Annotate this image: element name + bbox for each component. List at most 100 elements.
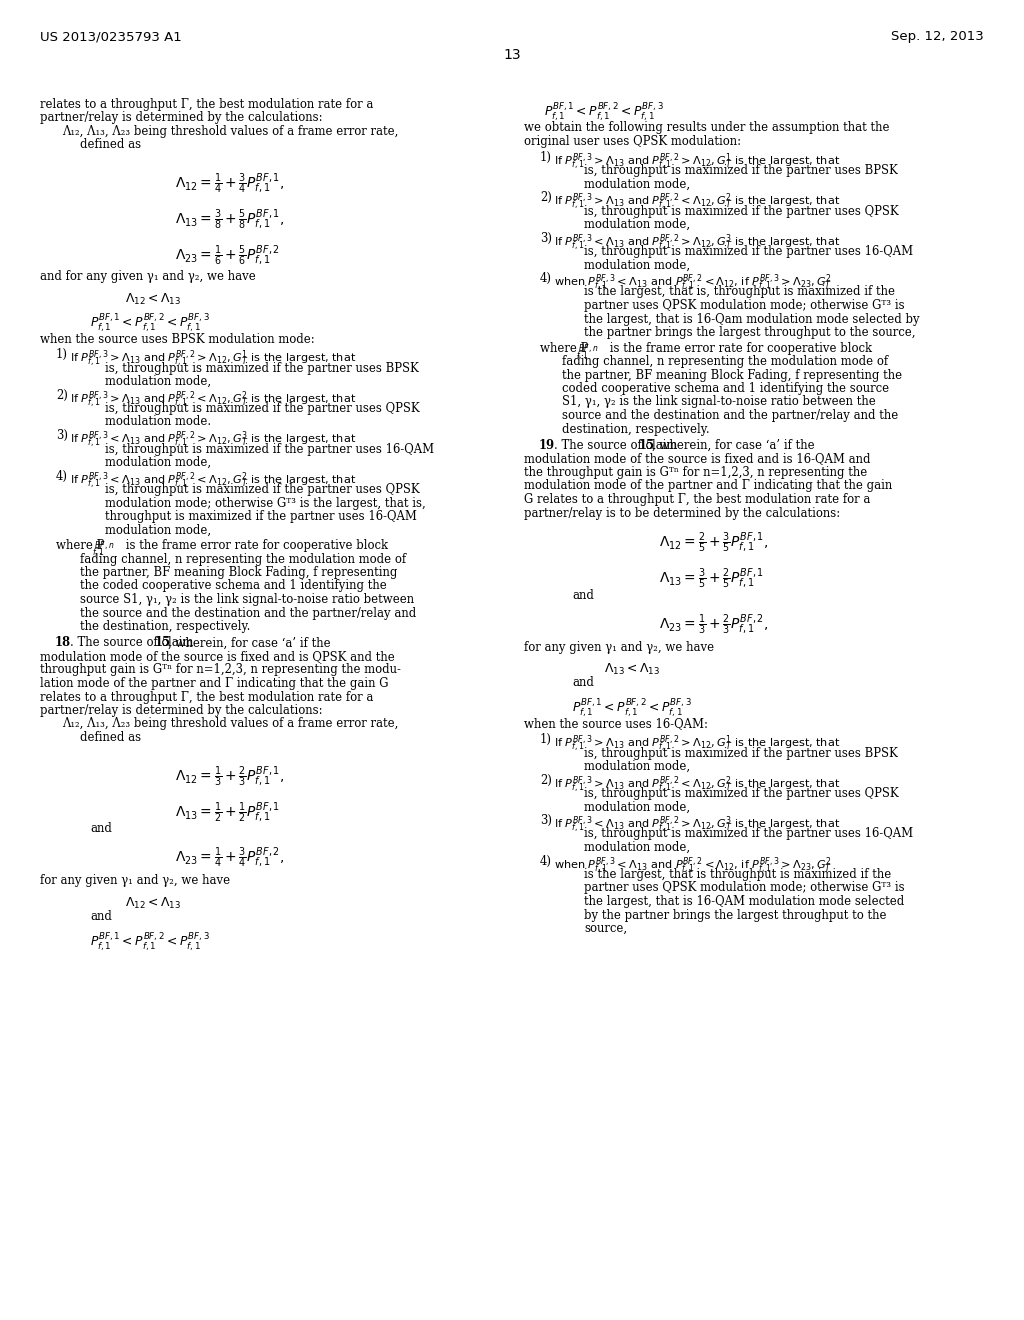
Text: destination, respectively.: destination, respectively. xyxy=(562,422,710,436)
Text: relates to a throughput Γ, the best modulation rate for a: relates to a throughput Γ, the best modu… xyxy=(40,690,374,704)
Text: is the frame error rate for cooperative block: is the frame error rate for cooperative … xyxy=(606,342,872,355)
Text: the source and the destination and the partner/relay and: the source and the destination and the p… xyxy=(80,606,416,619)
Text: modulation mode,: modulation mode, xyxy=(105,524,211,536)
Text: 13: 13 xyxy=(503,48,521,62)
Text: $P_{f,1}^{BF,1} {<} P_{f,1}^{BF,2} {<} P_{f,1}^{BF,3}$: $P_{f,1}^{BF,1} {<} P_{f,1}^{BF,2} {<} P… xyxy=(90,313,210,335)
Text: $P_{f,1}^{BF,1} {<} P_{f,1}^{BF,2} {<} P_{f,1}^{BF,3}$: $P_{f,1}^{BF,1} {<} P_{f,1}^{BF,2} {<} P… xyxy=(90,932,210,954)
Text: the throughput gain is Gᵀⁿ for n=1,2,3, n representing the: the throughput gain is Gᵀⁿ for n=1,2,3, … xyxy=(524,466,867,479)
Text: fading channel, n representing the modulation mode of: fading channel, n representing the modul… xyxy=(80,553,407,565)
Text: $\Lambda_{12} {<} \Lambda_{13}$: $\Lambda_{12} {<} \Lambda_{13}$ xyxy=(125,292,181,306)
Text: 2): 2) xyxy=(540,774,552,787)
Text: the partner brings the largest throughput to the source,: the partner brings the largest throughpu… xyxy=(584,326,915,339)
Text: $\Lambda_{12} = \frac{1}{4} + \frac{3}{4}P_{f,1}^{BF,1},$: $\Lambda_{12} = \frac{1}{4} + \frac{3}{4… xyxy=(175,172,285,197)
Text: $\Lambda_{13} = \frac{3}{8} + \frac{5}{8}P_{f,1}^{BF,1},$: $\Lambda_{13} = \frac{3}{8} + \frac{5}{8… xyxy=(175,209,285,232)
Text: throughput is maximized if the partner uses 16-QAM: throughput is maximized if the partner u… xyxy=(105,510,417,523)
Text: US 2013/0235793 A1: US 2013/0235793 A1 xyxy=(40,30,181,44)
Text: the largest, that is 16-QAM modulation mode selected: the largest, that is 16-QAM modulation m… xyxy=(584,895,904,908)
Text: If $P_{f,1}^{BF,3}{>}\Lambda_{13}$ and $P_{f,1}^{BF,2}{>}\Lambda_{12},G_T^1$ is : If $P_{f,1}^{BF,3}{>}\Lambda_{13}$ and $… xyxy=(554,152,840,173)
Text: $\Lambda_{12} {<} \Lambda_{13}$: $\Lambda_{12} {<} \Lambda_{13}$ xyxy=(125,895,181,911)
Text: 4): 4) xyxy=(540,854,552,867)
Text: 1): 1) xyxy=(540,733,552,746)
Text: , wherein, for case ‘a’ if the: , wherein, for case ‘a’ if the xyxy=(652,440,815,451)
Text: $\Lambda_{23} = \frac{1}{3} + \frac{2}{3}P_{f,1}^{BF,2},$: $\Lambda_{23} = \frac{1}{3} + \frac{2}{3… xyxy=(659,612,768,638)
Text: Sep. 12, 2013: Sep. 12, 2013 xyxy=(891,30,984,44)
Text: for any given γ₁ and γ₂, we have: for any given γ₁ and γ₂, we have xyxy=(40,874,230,887)
Text: If $P_{f,1}^{BF,3}{>}\Lambda_{13}$ and $P_{f,1}^{BF,2}{<}\Lambda_{12},G_T^2$ is : If $P_{f,1}^{BF,3}{>}\Lambda_{13}$ and $… xyxy=(554,775,840,796)
Text: $_{f,1}^{\ BF,n}$: $_{f,1}^{\ BF,n}$ xyxy=(575,342,599,364)
Text: source,: source, xyxy=(584,921,627,935)
Text: and: and xyxy=(572,676,594,689)
Text: is, throughput is maximized if the partner uses 16-QAM: is, throughput is maximized if the partn… xyxy=(584,246,913,257)
Text: and: and xyxy=(572,589,594,602)
Text: is, throughput is maximized if the partner uses QPSK: is, throughput is maximized if the partn… xyxy=(105,403,420,414)
Text: S1, γ₁, γ₂ is the link signal-to-noise ratio between the: S1, γ₁, γ₂ is the link signal-to-noise r… xyxy=(562,396,876,408)
Text: modulation mode,: modulation mode, xyxy=(584,218,690,231)
Text: $\Lambda_{23} = \frac{1}{6} + \frac{5}{6}P_{f,1}^{BF,2}$: $\Lambda_{23} = \frac{1}{6} + \frac{5}{6… xyxy=(175,244,280,268)
Text: defined as: defined as xyxy=(80,731,141,744)
Text: when $P_{f,1}^{BF,3}{<}\Lambda_{13}$ and $P_{f,1}^{BF,2}{<}\Lambda_{12}$, if $P_: when $P_{f,1}^{BF,3}{<}\Lambda_{13}$ and… xyxy=(554,855,833,876)
Text: when the source uses BPSK modulation mode:: when the source uses BPSK modulation mod… xyxy=(40,333,314,346)
Text: Λ₁₂, Λ₁₃, Λ₂₃ being threshold values of a frame error rate,: Λ₁₂, Λ₁₃, Λ₂₃ being threshold values of … xyxy=(62,718,398,730)
Text: 3): 3) xyxy=(540,231,552,244)
Text: 3): 3) xyxy=(540,814,552,828)
Text: is the largest, that is throughput is maximized if the: is the largest, that is throughput is ma… xyxy=(584,869,891,880)
Text: fading channel, n representing the modulation mode of: fading channel, n representing the modul… xyxy=(562,355,888,368)
Text: 2): 2) xyxy=(540,191,552,205)
Text: $\Lambda_{23} = \frac{1}{4} + \frac{3}{4}P_{f,1}^{BF,2},$: $\Lambda_{23} = \frac{1}{4} + \frac{3}{4… xyxy=(175,846,285,870)
Text: partner uses QPSK modulation mode; otherwise Gᵀ³ is: partner uses QPSK modulation mode; other… xyxy=(584,882,904,895)
Text: coded cooperative schema and 1 identifying the source: coded cooperative schema and 1 identifyi… xyxy=(562,381,889,395)
Text: the largest, that is 16-Qam modulation mode selected by: the largest, that is 16-Qam modulation m… xyxy=(584,313,920,326)
Text: modulation mode,: modulation mode, xyxy=(584,177,690,190)
Text: when the source uses 16-QAM:: when the source uses 16-QAM: xyxy=(524,718,708,730)
Text: If $P_{f,1}^{BF,3}{<}\Lambda_{13}$ and $P_{f,1}^{BF,2}{>}\Lambda_{12},G_T^3$ is : If $P_{f,1}^{BF,3}{<}\Lambda_{13}$ and $… xyxy=(554,814,840,837)
Text: source S1, γ₁, γ₂ is the link signal-to-noise ratio between: source S1, γ₁, γ₂ is the link signal-to-… xyxy=(80,593,414,606)
Text: we obtain the following results under the assumption that the: we obtain the following results under th… xyxy=(524,121,890,135)
Text: modulation mode,: modulation mode, xyxy=(584,259,690,272)
Text: If $P_{f,1}^{BF,3}{>}\Lambda_{13}$ and $P_{f,1}^{BF,2}{<}\Lambda_{12},G_T^2$ is : If $P_{f,1}^{BF,3}{>}\Lambda_{13}$ and $… xyxy=(70,389,356,411)
Text: is the frame error rate for cooperative block: is the frame error rate for cooperative … xyxy=(122,539,388,552)
Text: $P_{f,1}^{BF,1} {<} P_{f,1}^{BF,2} {<} P_{f,1}^{BF,3}$: $P_{f,1}^{BF,1} {<} P_{f,1}^{BF,2} {<} P… xyxy=(544,102,664,124)
Text: is, throughput is maximized if the partner uses BPSK: is, throughput is maximized if the partn… xyxy=(584,164,898,177)
Text: 4): 4) xyxy=(56,470,68,483)
Text: 1): 1) xyxy=(56,348,68,360)
Text: original user uses QPSK modulation:: original user uses QPSK modulation: xyxy=(524,135,741,148)
Text: , wherein, for case ‘a’ if the: , wherein, for case ‘a’ if the xyxy=(168,636,331,649)
Text: is, throughput is maximized if the partner uses QPSK: is, throughput is maximized if the partn… xyxy=(584,205,899,218)
Text: and for any given γ₁ and γ₂, we have: and for any given γ₁ and γ₂, we have xyxy=(40,271,256,282)
Text: partner/relay is determined by the calculations:: partner/relay is determined by the calcu… xyxy=(40,704,323,717)
Text: 15: 15 xyxy=(639,440,655,451)
Text: $_{f,1}^{\ BF,n}$: $_{f,1}^{\ BF,n}$ xyxy=(92,540,115,561)
Text: partner uses QPSK modulation mode; otherwise Gᵀ³ is: partner uses QPSK modulation mode; other… xyxy=(584,300,904,312)
Text: 18: 18 xyxy=(55,636,71,649)
Text: modulation mode; otherwise Gᵀ³ is the largest, that is,: modulation mode; otherwise Gᵀ³ is the la… xyxy=(105,496,426,510)
Text: modulation mode,: modulation mode, xyxy=(105,455,211,469)
Text: If $P_{f,1}^{BF,3}{>}\Lambda_{13}$ and $P_{f,1}^{BF,2}{>}\Lambda_{12},G_T^1$ is : If $P_{f,1}^{BF,3}{>}\Lambda_{13}$ and $… xyxy=(554,734,840,755)
Text: 19: 19 xyxy=(539,440,555,451)
Text: is, throughput is maximized if the partner uses BPSK: is, throughput is maximized if the partn… xyxy=(584,747,898,759)
Text: If $P_{f,1}^{BF,3}{<}\Lambda_{13}$ and $P_{f,1}^{BF,2}{<}\Lambda_{12},G_T^2$ is : If $P_{f,1}^{BF,3}{<}\Lambda_{13}$ and $… xyxy=(70,470,356,492)
Text: $\Lambda_{13} = \frac{1}{2} + \frac{1}{2}P_{f,1}^{BF,1}$: $\Lambda_{13} = \frac{1}{2} + \frac{1}{2… xyxy=(175,800,281,825)
Text: partner/relay is to be determined by the calculations:: partner/relay is to be determined by the… xyxy=(524,507,841,520)
Text: modulation mode.: modulation mode. xyxy=(105,416,211,429)
Text: for any given γ₁ and γ₂, we have: for any given γ₁ and γ₂, we have xyxy=(524,640,714,653)
Text: relates to a throughput Γ, the best modulation rate for a: relates to a throughput Γ, the best modu… xyxy=(40,98,374,111)
Text: the destination, respectively.: the destination, respectively. xyxy=(80,620,251,634)
Text: modulation mode,: modulation mode, xyxy=(584,841,690,854)
Text: lation mode of the partner and Γ indicating that the gain G: lation mode of the partner and Γ indicat… xyxy=(40,677,388,690)
Text: . The source of claim: . The source of claim xyxy=(70,636,198,649)
Text: $\Lambda_{12} = \frac{1}{3} + \frac{2}{3}P_{f,1}^{BF,1},$: $\Lambda_{12} = \frac{1}{3} + \frac{2}{3… xyxy=(175,764,285,789)
Text: and: and xyxy=(90,909,112,923)
Text: the partner, BF meaning Block Fading, f representing: the partner, BF meaning Block Fading, f … xyxy=(80,566,397,579)
Text: source and the destination and the partner/relay and the: source and the destination and the partn… xyxy=(562,409,898,422)
Text: $P_{f,1}^{BF,1} {<} P_{f,1}^{BF,2} {<} P_{f,1}^{BF,3}$: $P_{f,1}^{BF,1} {<} P_{f,1}^{BF,2} {<} P… xyxy=(572,698,692,721)
Text: $\Lambda_{13} {<} \Lambda_{13}$: $\Lambda_{13} {<} \Lambda_{13}$ xyxy=(604,663,660,677)
Text: the partner, BF meaning Block Fading, f representing the: the partner, BF meaning Block Fading, f … xyxy=(562,368,902,381)
Text: 2): 2) xyxy=(56,388,68,401)
Text: Λ₁₂, Λ₁₃, Λ₂₃ being threshold values of a frame error rate,: Λ₁₂, Λ₁₃, Λ₂₃ being threshold values of … xyxy=(62,125,398,139)
Text: when $P_{f,1}^{BF,3}{<}\Lambda_{13}$ and $P_{f,1}^{BF,2}{<}\Lambda_{12}$, if $P_: when $P_{f,1}^{BF,3}{<}\Lambda_{13}$ and… xyxy=(554,273,833,294)
Text: partner/relay is determined by the calculations:: partner/relay is determined by the calcu… xyxy=(40,111,323,124)
Text: defined as: defined as xyxy=(80,139,141,152)
Text: is, throughput is maximized if the partner uses 16-QAM: is, throughput is maximized if the partn… xyxy=(584,828,913,841)
Text: 4): 4) xyxy=(540,272,552,285)
Text: where P: where P xyxy=(540,342,589,355)
